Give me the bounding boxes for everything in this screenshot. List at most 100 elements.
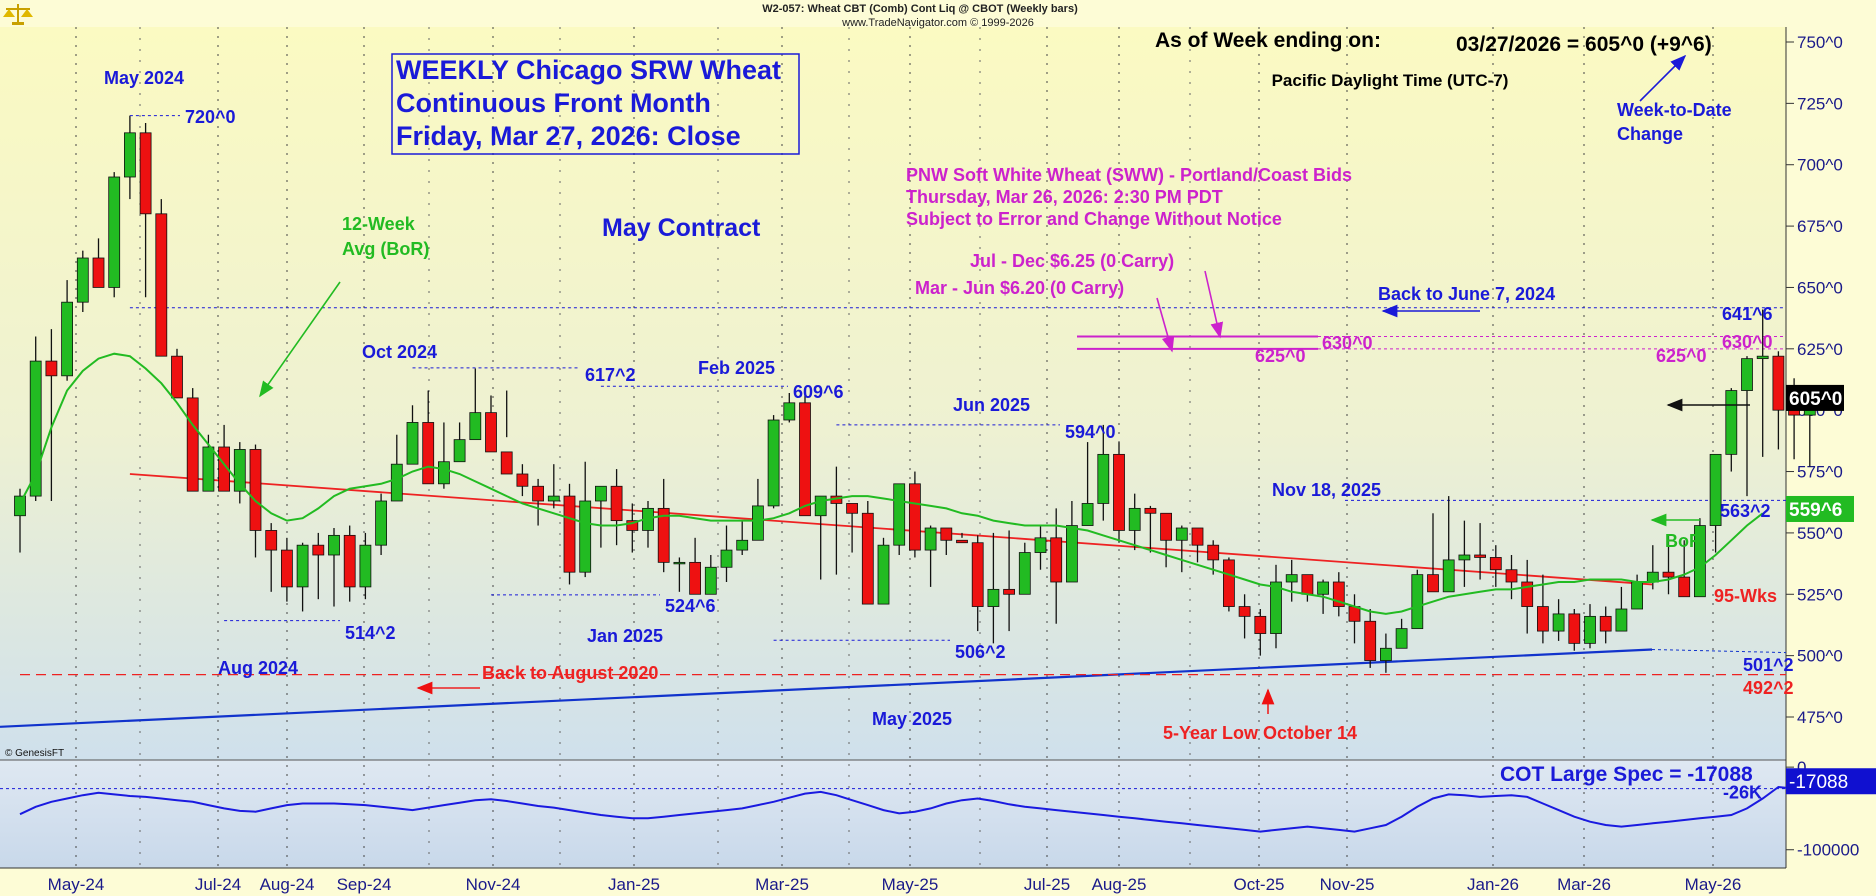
candle-body xyxy=(1505,569,1518,583)
candle-body xyxy=(1474,554,1486,558)
label-524: 524^6 xyxy=(665,596,716,616)
candle xyxy=(312,532,325,600)
candle-body xyxy=(375,500,388,546)
candle xyxy=(359,532,372,600)
candle xyxy=(736,520,749,555)
candle-body xyxy=(14,495,26,517)
candle xyxy=(1364,609,1377,668)
x-tick-label: May-26 xyxy=(1685,875,1742,894)
candle-body xyxy=(1489,557,1502,571)
candle-body xyxy=(563,495,576,573)
candle-body xyxy=(1411,574,1424,630)
x-tick-label: May-24 xyxy=(48,875,105,894)
candle xyxy=(1694,518,1706,598)
candle-body xyxy=(1066,525,1078,583)
candle xyxy=(720,525,733,582)
candle-body xyxy=(45,360,58,377)
candle xyxy=(1191,527,1204,563)
candle xyxy=(1113,442,1125,543)
candle xyxy=(1003,530,1015,632)
label-feb-2025: Feb 2025 xyxy=(698,358,775,378)
candle-body xyxy=(1191,527,1204,546)
candle xyxy=(877,537,890,605)
candle-body xyxy=(1270,581,1282,634)
label-514: 514^2 xyxy=(345,623,396,643)
candle xyxy=(453,422,466,463)
main-plot-background xyxy=(0,27,1786,760)
label-bor: BoR xyxy=(1665,531,1702,551)
candle xyxy=(1521,559,1534,634)
candle xyxy=(500,390,513,475)
label-95-wks: 95-Wks xyxy=(1714,586,1777,606)
candle-body xyxy=(1175,527,1188,541)
candle xyxy=(846,503,858,553)
candle-body xyxy=(956,539,968,544)
candle xyxy=(1097,424,1110,521)
candle xyxy=(390,434,403,502)
candle xyxy=(657,478,670,573)
x-tick-label: Jan-26 xyxy=(1467,875,1519,894)
candle-body xyxy=(1741,358,1753,391)
candle xyxy=(1709,453,1722,553)
candle xyxy=(1144,505,1157,553)
candle xyxy=(689,537,701,595)
candle-body xyxy=(1458,554,1471,561)
candle-body xyxy=(1081,503,1094,526)
x-tick-label: Jul-24 xyxy=(195,875,241,894)
candle-body xyxy=(280,549,293,588)
candle xyxy=(532,478,544,526)
label-may-2025: May 2025 xyxy=(872,709,952,729)
candle xyxy=(861,501,874,605)
candle xyxy=(1725,388,1738,472)
bor-price-box-bg xyxy=(1786,495,1854,522)
candle xyxy=(108,172,121,298)
candle-body xyxy=(1301,574,1314,595)
label-nov-2025: Nov 18, 2025 xyxy=(1272,480,1381,500)
candle-body xyxy=(610,485,623,522)
candle-body xyxy=(861,512,874,605)
candle xyxy=(406,405,419,465)
candle xyxy=(1474,523,1486,580)
x-tick-label: Jul-25 xyxy=(1024,875,1070,894)
x-tick-label: Nov-25 xyxy=(1320,875,1375,894)
candle xyxy=(1458,520,1471,587)
candle-body xyxy=(579,500,592,573)
candle-body xyxy=(1725,390,1738,455)
label-back-aug-2020: Back to August 2020 xyxy=(482,663,658,683)
as-of-value: 03/27/2026 = 605^0 (+9^6) xyxy=(1456,33,1712,56)
candle-body xyxy=(61,301,73,377)
cot-value-label: -17088 xyxy=(1789,772,1848,793)
candle xyxy=(1662,535,1675,595)
candle-body xyxy=(155,213,168,357)
candle xyxy=(29,336,42,501)
candle-body xyxy=(924,527,937,551)
candle xyxy=(1160,512,1172,568)
candle xyxy=(155,199,168,357)
candle-body xyxy=(1552,613,1565,632)
candle-body xyxy=(202,446,215,492)
bor-price-box: 559^6 xyxy=(1789,500,1842,521)
candle-body xyxy=(595,485,607,502)
candle-body xyxy=(547,495,560,502)
candle-body xyxy=(1584,615,1596,644)
candle-body xyxy=(846,503,858,514)
candle xyxy=(752,478,764,541)
candle-body xyxy=(92,257,105,288)
candle-body xyxy=(673,561,686,565)
candle-body xyxy=(124,132,136,178)
y-tick-label: 750^0 xyxy=(1797,33,1843,52)
pnw-mar-jun: Mar - Jun $6.20 (0 Carry) xyxy=(915,278,1124,298)
x-tick-label: May-25 xyxy=(882,875,939,894)
wtd-label-1: Week-to-Date xyxy=(1617,100,1732,120)
candle-body xyxy=(1128,507,1141,531)
y-tick-label: 550^0 xyxy=(1797,524,1843,543)
candle xyxy=(14,488,26,553)
candle-body xyxy=(265,530,278,551)
candle xyxy=(76,250,89,312)
candle xyxy=(1050,508,1063,624)
candle-body xyxy=(1631,581,1643,610)
candle xyxy=(783,393,796,423)
candle xyxy=(1018,542,1031,595)
